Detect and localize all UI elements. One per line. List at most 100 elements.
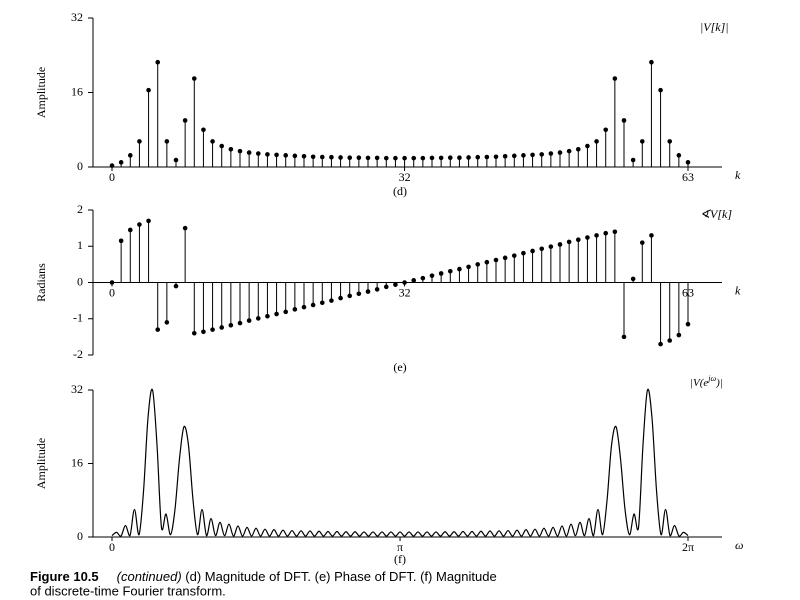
stem-marker [365, 155, 371, 161]
stem-marker [511, 253, 517, 258]
x-tick-label: π [397, 540, 403, 554]
stem-marker [521, 153, 526, 158]
stem-marker [146, 87, 151, 93]
stem-marker [118, 238, 124, 244]
stem-marker [438, 271, 444, 276]
stem-marker [511, 153, 517, 159]
stem-marker [265, 152, 270, 157]
stem-marker [365, 289, 371, 294]
stem-marker [457, 266, 462, 272]
x-tick-label: 0 [109, 285, 115, 299]
stem-marker [539, 246, 545, 252]
stem-marker [329, 298, 334, 303]
stem-marker [557, 150, 563, 155]
stem-marker [283, 309, 289, 315]
stem-marker [639, 139, 645, 144]
y-tick-label: 16 [71, 455, 83, 469]
stem-marker [575, 237, 581, 243]
y-tick-label: 2 [77, 202, 83, 216]
stem-marker [420, 155, 426, 161]
stem-marker [603, 230, 609, 236]
stem-marker [667, 338, 673, 343]
stem-marker [319, 154, 325, 160]
stem-marker [201, 127, 206, 133]
stem-marker [621, 118, 627, 123]
stem-marker [676, 332, 682, 338]
stem-marker [383, 284, 389, 290]
stem-marker [658, 341, 663, 347]
stem-marker [667, 139, 673, 144]
stem-marker [585, 143, 590, 149]
stem-marker [173, 157, 179, 163]
stem-marker [310, 154, 316, 160]
stem-marker [127, 153, 133, 158]
stem-marker [429, 273, 435, 278]
stem-marker [493, 154, 499, 160]
stem-marker [502, 153, 508, 159]
stem-marker [402, 155, 407, 161]
stem-marker [493, 257, 499, 263]
stem-marker [603, 127, 609, 133]
y-tick-label: 16 [71, 84, 83, 98]
stem-marker [484, 154, 490, 160]
stem-marker [201, 329, 206, 335]
annotation-part: |V(e [690, 377, 708, 389]
caption-text: of discrete-time Fourier transform. [30, 583, 226, 598]
x-tick-label: 0 [109, 540, 115, 554]
stem-marker [347, 293, 353, 299]
caption-continued: (continued) [117, 569, 182, 584]
stem-marker [137, 139, 142, 144]
stem-marker [649, 59, 654, 65]
y-tick-label: 32 [71, 382, 83, 396]
stem-marker [164, 139, 170, 144]
stem-marker [109, 163, 115, 168]
stem-marker [676, 153, 682, 158]
stem-marker [219, 143, 225, 149]
stem-marker [566, 239, 572, 245]
y-axis-label: Amplitude [34, 438, 48, 489]
stem-marker [374, 155, 380, 161]
curve [111, 388, 689, 537]
stem-marker [228, 147, 234, 152]
stem-marker [466, 264, 471, 270]
y-tick-label: -1 [73, 311, 83, 325]
stem-marker [649, 233, 654, 238]
stem-marker [630, 276, 636, 282]
annotation-part: jω [707, 374, 716, 383]
caption-text: (d) Magnitude of DFT. (e) Phase of DFT. … [182, 569, 497, 584]
stem-marker [402, 280, 407, 285]
stem-marker [292, 153, 298, 159]
stem-marker [301, 153, 307, 159]
y-tick-label: 0 [77, 159, 83, 173]
y-tick-label: 1 [77, 238, 83, 252]
stem-marker [118, 160, 124, 165]
stem-marker [292, 307, 298, 312]
x-axis-label: k [735, 168, 741, 182]
stem-marker [685, 321, 691, 327]
stem-marker [429, 155, 435, 161]
stem-marker [210, 139, 215, 144]
stem-marker [347, 155, 353, 160]
stem-marker [301, 304, 307, 310]
annotation: |V(ejω)| [690, 374, 723, 389]
stem-marker [685, 160, 691, 165]
stem-marker [475, 154, 481, 160]
stem-marker [255, 151, 261, 156]
stem-marker [411, 278, 417, 283]
stem-marker [521, 250, 526, 256]
panel-label: (f) [394, 552, 406, 566]
x-axis-label: ω [735, 538, 743, 552]
stem-marker [219, 325, 225, 330]
stem-marker [155, 59, 161, 65]
stem-marker [457, 155, 462, 160]
stem-marker [594, 139, 599, 144]
annotation: ∢V[k] [700, 207, 732, 221]
y-tick-label: 0 [77, 529, 83, 543]
stem-marker [393, 282, 398, 287]
stem-marker [658, 87, 663, 93]
stem-marker [539, 152, 545, 157]
x-tick-label: 32 [399, 285, 411, 299]
stem-marker [329, 154, 334, 160]
